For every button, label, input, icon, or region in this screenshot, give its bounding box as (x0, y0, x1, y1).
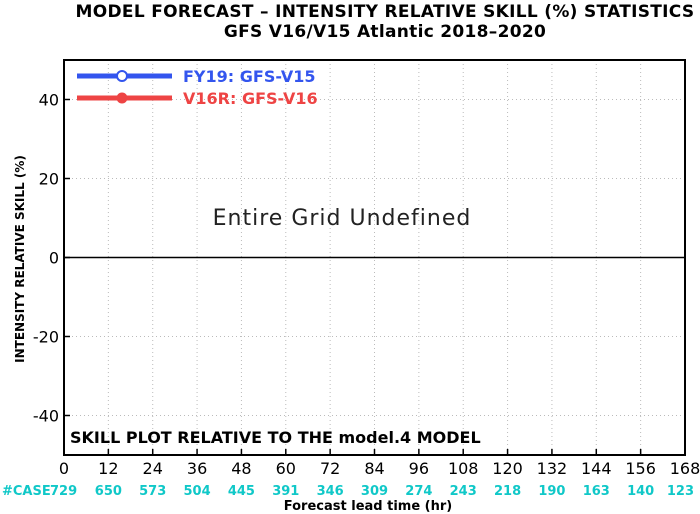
case-count-row: #CASE 729 650 573 504 445 391 346 309 274 243 218 19… (2, 484, 694, 499)
x-tick-label-12: 144 (581, 459, 612, 478)
x-tick-label-11: 132 (537, 459, 568, 478)
x-tick-label-10: 120 (492, 459, 523, 478)
case-count-8: 274 (405, 484, 432, 499)
x-tick-label-13: 156 (625, 459, 656, 478)
x-axis-ticks: 0 12 24 36 48 60 72 84 96 108 120 132 144 156 168 (59, 449, 700, 478)
skill-annotation: SKILL PLOT RELATIVE TO THE model.4 MODEL (70, 428, 481, 447)
y-tick-label-2: 0 (49, 249, 59, 268)
case-count-7: 309 (361, 484, 388, 499)
x-tick-label-14: 168 (670, 459, 700, 478)
x-tick-label-9: 108 (448, 459, 479, 478)
x-tick-label-4: 48 (231, 459, 251, 478)
x-tick-label-5: 60 (276, 459, 296, 478)
case-count-1: 650 (95, 484, 122, 499)
y-tick-label-4: 40 (39, 91, 59, 110)
chart-subtitle: GFS V16/V15 Atlantic 2018–2020 (224, 22, 546, 42)
case-count-2: 573 (139, 484, 166, 499)
x-tick-label-0: 0 (59, 459, 69, 478)
case-count-11: 190 (538, 484, 565, 499)
case-count-6: 346 (317, 484, 344, 499)
x-tick-label-2: 24 (143, 459, 163, 478)
y-tick-label-0: -40 (33, 407, 59, 426)
case-count-3: 504 (184, 484, 211, 499)
y-axis-label: INTENSITY RELATIVE SKILL (%) (13, 155, 27, 363)
y-tick-label-3: 20 (39, 170, 59, 189)
x-tick-label-3: 36 (187, 459, 207, 478)
case-count-0: 729 (50, 484, 77, 499)
case-count-10: 218 (494, 484, 521, 499)
case-count-14: 123 (667, 484, 694, 499)
case-count-4: 445 (228, 484, 255, 499)
legend: FY19: GFS-V15 V16R: GFS-V16 (77, 67, 318, 108)
legend-marker-1 (116, 92, 128, 104)
x-tick-label-6: 72 (320, 459, 340, 478)
x-tick-label-7: 84 (364, 459, 384, 478)
y-tick-label-1: -20 (33, 328, 59, 347)
y-axis-ticks: -40 -20 0 20 40 (33, 91, 70, 426)
chart-title: MODEL FORECAST – INTENSITY RELATIVE SKIL… (76, 2, 695, 22)
case-count-5: 391 (272, 484, 299, 499)
case-count-9: 243 (450, 484, 477, 499)
x-axis-label: Forecast lead time (hr) (284, 499, 452, 514)
undefined-message: Entire Grid Undefined (213, 206, 472, 231)
case-prefix: #CASE (2, 484, 51, 499)
case-count-12: 163 (583, 484, 610, 499)
x-tick-label-1: 12 (98, 459, 118, 478)
legend-label-0: FY19: GFS-V15 (183, 67, 315, 86)
legend-marker-0 (116, 70, 128, 82)
legend-label-1: V16R: GFS-V16 (183, 89, 318, 108)
x-tick-label-8: 96 (409, 459, 429, 478)
case-count-13: 140 (627, 484, 654, 499)
